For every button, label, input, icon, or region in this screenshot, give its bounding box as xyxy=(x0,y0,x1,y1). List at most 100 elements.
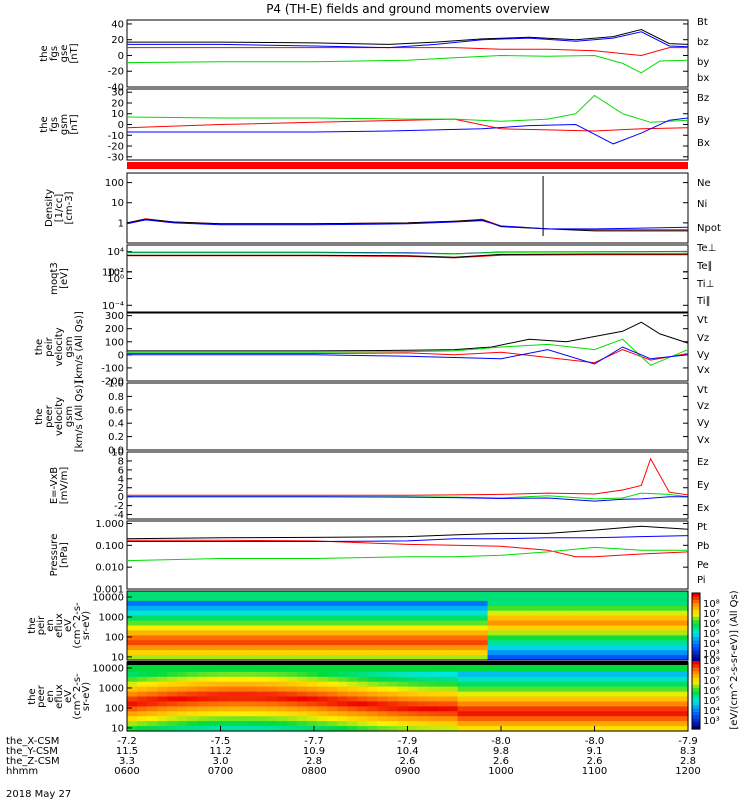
spectrogram-cell xyxy=(678,605,689,612)
spectrogram-cell xyxy=(567,726,579,732)
spectrogram-cell xyxy=(217,681,228,688)
spectrogram-cell xyxy=(437,666,449,673)
spectrogram-cell xyxy=(487,691,499,698)
orbit-row-value: 3.3 xyxy=(119,756,135,767)
spectrogram-cell xyxy=(617,711,629,717)
spectrogram-cell xyxy=(367,691,378,698)
spectrogram-cell xyxy=(617,650,629,656)
y-axis-label: the xyxy=(27,617,38,633)
spectrogram-cell xyxy=(277,605,288,612)
spectrogram-cell xyxy=(557,711,569,717)
spectrogram-cell xyxy=(267,706,278,712)
spectrogram-cell xyxy=(367,726,378,732)
spectrogram-cell xyxy=(137,716,148,722)
spectrogram-cell xyxy=(527,666,539,673)
spectrogram-cell xyxy=(647,686,659,693)
spectrogram-cell xyxy=(497,691,509,698)
spectrogram-cell xyxy=(287,681,298,688)
spectrogram-cell xyxy=(317,600,328,607)
spectrogram-cell xyxy=(637,645,649,651)
y-axis-label: eV xyxy=(63,619,74,632)
y-tick-label: 10 xyxy=(111,652,124,663)
colorbar-tick-label: 10⁷ xyxy=(703,676,720,687)
spectrogram-cell xyxy=(417,650,429,656)
spectrogram-cell xyxy=(127,625,138,631)
spectrogram-cell xyxy=(367,671,378,678)
spectrogram-cell xyxy=(517,666,529,673)
spectrogram-cell xyxy=(147,645,158,651)
spectrogram-cell xyxy=(537,591,549,597)
spectrogram-cell xyxy=(147,716,158,722)
spectrogram-cell xyxy=(457,640,469,646)
spectrogram-cell xyxy=(467,686,479,693)
spectrogram-cell xyxy=(678,696,689,702)
spectrogram-cell xyxy=(257,615,268,622)
spectrogram-cell xyxy=(307,615,318,622)
spectrogram-cell xyxy=(267,681,278,688)
spectrogram-cell xyxy=(127,630,138,636)
spectrogram-cell xyxy=(597,655,609,661)
spectrogram-cell xyxy=(517,676,529,683)
spectrogram-cell xyxy=(417,600,429,607)
spectrogram-cell xyxy=(617,630,629,636)
colorbar-segment xyxy=(692,620,700,625)
spectrogram-cell xyxy=(387,600,399,607)
spectrogram-cell xyxy=(447,701,459,707)
spectrogram-cell xyxy=(467,676,479,683)
spectrogram-cell xyxy=(507,721,519,727)
spectrogram-cell xyxy=(257,696,268,702)
spectrogram-cell xyxy=(337,666,348,673)
spectrogram-cell xyxy=(367,666,378,673)
spectrogram-cell xyxy=(587,595,599,602)
spectrogram-cell xyxy=(327,625,338,631)
colorbar-tick-label: 10⁶ xyxy=(703,686,720,697)
spectrogram-cell xyxy=(137,610,148,617)
y-tick-label: 0.8 xyxy=(108,392,124,403)
spectrogram-cell xyxy=(247,630,258,636)
spectrogram-cell xyxy=(527,696,539,702)
spectrogram-cell xyxy=(557,600,569,607)
spectrogram-cell xyxy=(617,696,629,702)
spectrogram-cell xyxy=(487,630,499,636)
spectrogram-cell xyxy=(307,635,318,641)
y-tick-label: 0.010 xyxy=(95,563,124,574)
spectrogram-cell xyxy=(427,721,439,727)
y-tick-label: -2 xyxy=(114,501,124,512)
spectrogram-cell xyxy=(497,591,509,597)
spectrogram-cell xyxy=(147,701,158,707)
legend-entry: Vy xyxy=(697,418,710,429)
spectrogram-cell xyxy=(637,721,649,727)
spectrogram-cell xyxy=(487,716,499,722)
spectrogram-cell xyxy=(607,676,619,683)
spectrogram-cell xyxy=(447,721,459,727)
spectrogram-cell xyxy=(337,610,348,617)
series-line-Pi xyxy=(127,535,689,542)
spectrogram-cell xyxy=(647,605,659,612)
spectrogram-cell xyxy=(437,600,449,607)
spectrogram-cell xyxy=(527,591,539,597)
spectrogram-cell xyxy=(387,676,399,683)
spectrogram-cell xyxy=(127,635,138,641)
spectrogram-cell xyxy=(157,600,168,607)
spectrogram-cell xyxy=(387,671,399,678)
spectrogram-cell xyxy=(507,716,519,722)
spectrogram-cell xyxy=(447,605,459,612)
spectrogram-cell xyxy=(197,706,208,712)
spectrogram-cell xyxy=(127,666,138,673)
orbit-row-value: 10.4 xyxy=(396,746,418,757)
spectrogram-cell xyxy=(167,595,178,602)
spectrogram-cell xyxy=(477,716,489,722)
spectrogram-cell xyxy=(407,630,419,636)
orbit-row-value: 11.2 xyxy=(209,746,231,757)
orbit-row-value: 2.6 xyxy=(587,756,603,767)
spectrogram-cell xyxy=(437,645,449,651)
spectrogram-cell xyxy=(637,625,649,631)
spectrogram-cell xyxy=(227,686,238,693)
spectrogram-cell xyxy=(187,630,198,636)
spectrogram-cell xyxy=(247,650,258,656)
spectrogram-cell xyxy=(157,671,168,678)
y-axis-label: eflux xyxy=(54,684,65,709)
spectrogram-cell xyxy=(327,726,338,732)
spectrogram-cell xyxy=(537,650,549,656)
spectrogram-cell xyxy=(547,630,559,636)
